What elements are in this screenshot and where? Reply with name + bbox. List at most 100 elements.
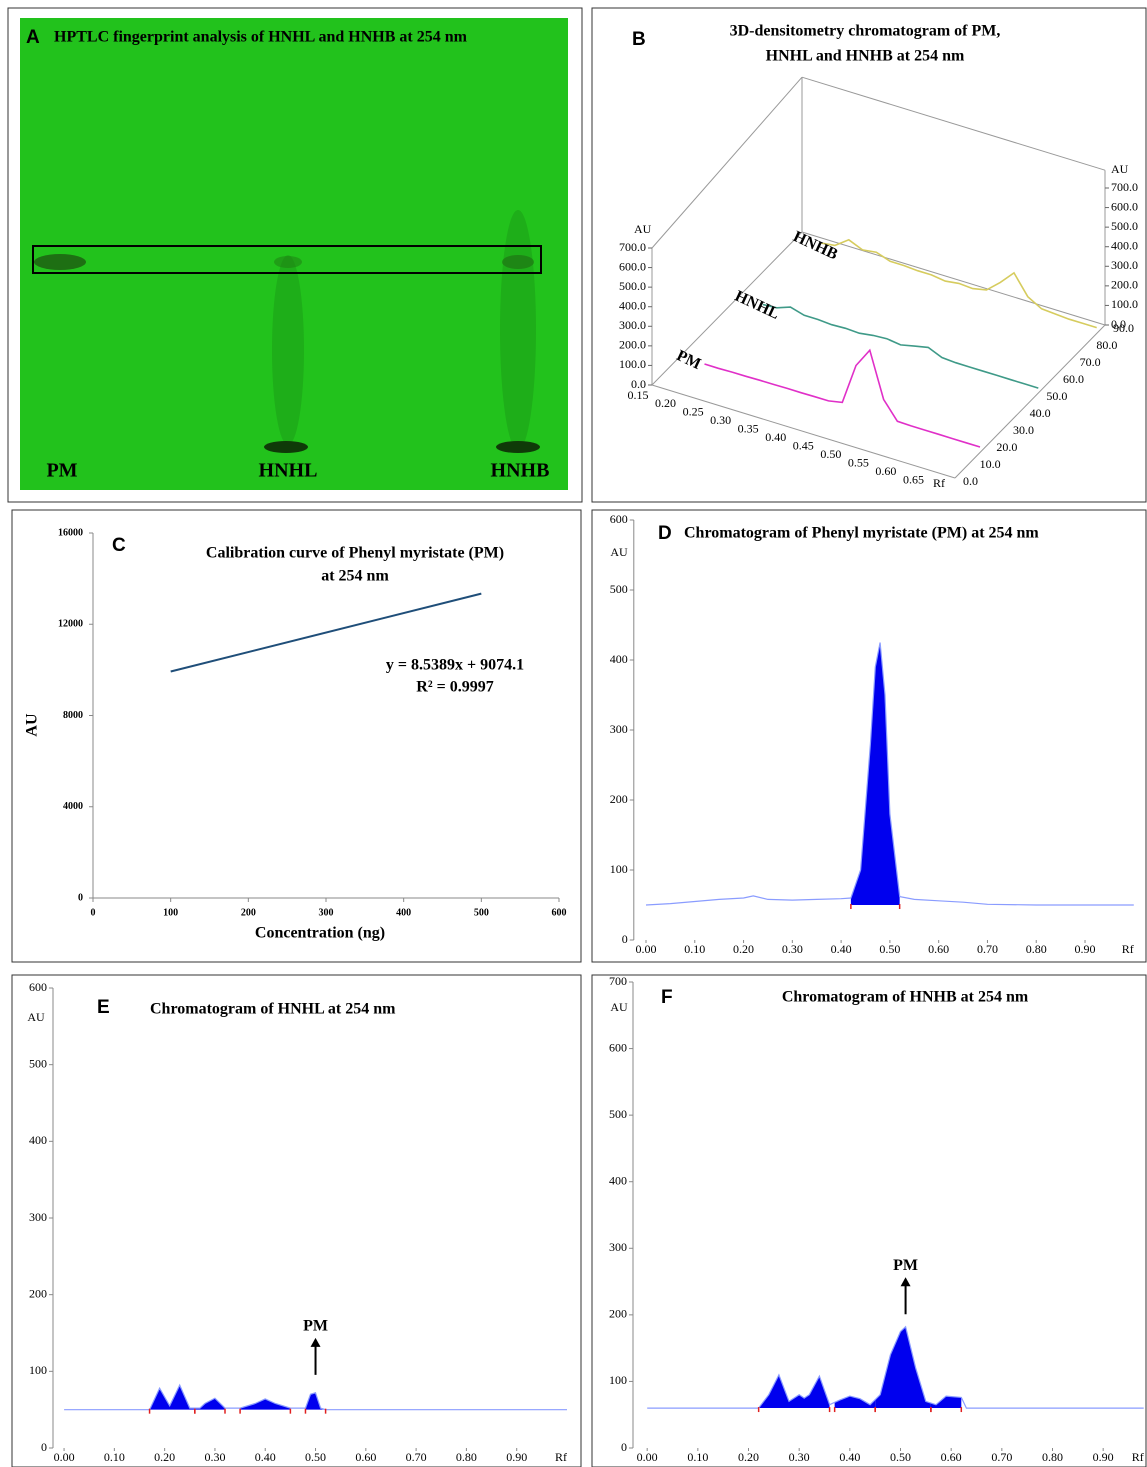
annotation: y = 8.5389x + 9074.1 [386, 657, 524, 674]
x-tick-label: 0.50 [879, 942, 900, 956]
panel-letter: D [658, 523, 672, 544]
annotation: PM [303, 1318, 328, 1335]
x-tick-label: 0.40 [255, 1450, 276, 1464]
annotation: PM [893, 1257, 918, 1274]
z-tick-label: 30.0 [1013, 423, 1034, 437]
chart-title: Calibration curve of Phenyl myristate (P… [206, 545, 504, 562]
x-axis-label: Rf [1122, 942, 1134, 956]
y-tick-label: 0 [621, 1440, 627, 1454]
plate-title: HPTLC fingerprint analysis of HNHL and H… [54, 29, 468, 46]
x-tick-label: 0.40 [831, 942, 852, 956]
z-tick-label: 80.0 [1096, 338, 1117, 352]
y-tick-label: 200 [29, 1286, 47, 1300]
x-tick-label: 0.00 [54, 1450, 75, 1464]
series-line [763, 305, 1038, 389]
x-tick-label: 0.50 [305, 1450, 326, 1464]
x-tick-label: 0.10 [684, 942, 705, 956]
y-axis-label: AU [1111, 162, 1129, 176]
series-line [821, 240, 1096, 328]
y-tick-label: 400 [610, 652, 628, 666]
y-tick-label: 8000 [63, 710, 83, 721]
chart-title: at 254 nm [321, 568, 389, 585]
axis-line [802, 232, 1105, 325]
x-tick-label: 0.80 [1042, 1450, 1063, 1464]
spot [502, 255, 534, 269]
y-tick-label: 300 [609, 1240, 627, 1254]
x-tick-label: 200 [241, 907, 256, 918]
y-tick-label: 500 [29, 1056, 47, 1070]
panel-letter: F [661, 987, 673, 1008]
y-axis-label: AU [610, 1000, 628, 1014]
peak-area [875, 1327, 931, 1408]
x-tick-label: 0.00 [635, 942, 656, 956]
x-tick-label: 0.30 [204, 1450, 225, 1464]
arrow-head [311, 1338, 321, 1347]
peak-area [240, 1399, 290, 1410]
panel-a: A HPTLC fingerprint analysis of HNHL and… [8, 8, 582, 502]
x-tick-label: 600 [552, 907, 567, 918]
panel-letter: C [112, 535, 126, 556]
x-tick-label: 0 [91, 907, 96, 918]
y-tick-label: 600 [29, 980, 47, 994]
figure: A HPTLC fingerprint analysis of HNHL and… [0, 0, 1147, 1467]
y-tick-label: 700.0 [619, 240, 646, 254]
x-tick-label: 0.50 [890, 1450, 911, 1464]
y-tick-label: 700.0 [1111, 180, 1138, 194]
x-tick-label: 0.30 [789, 1450, 810, 1464]
x-tick-label: 0.60 [355, 1450, 376, 1464]
chart-title: Chromatogram of HNHL at 254 nm [150, 1001, 396, 1018]
y-tick-label: 400.0 [1111, 238, 1138, 252]
y-tick-label: 600.0 [1111, 199, 1138, 213]
chart-title: Chromatogram of Phenyl myristate (PM) at… [684, 525, 1039, 542]
axis-line [802, 77, 1105, 170]
lane-smear [272, 255, 304, 445]
y-tick-label: 200 [610, 792, 628, 806]
y-tick-label: 500 [609, 1107, 627, 1121]
spot [274, 256, 302, 268]
x-tick-label: 0.50 [820, 447, 841, 461]
x-tick-label: 0.20 [154, 1450, 175, 1464]
lane-label: HNHL [259, 460, 318, 482]
y-tick-label: 0 [78, 892, 83, 903]
chart-title: 3D-densitometry chromatogram of PM, [730, 23, 1001, 40]
spot [34, 254, 86, 270]
x-tick-label: 0.80 [1026, 942, 1047, 956]
panel-letter: A [26, 27, 40, 48]
x-tick-label: 0.15 [628, 388, 649, 402]
y-tick-label: 16000 [58, 527, 83, 538]
peak-area [759, 1375, 830, 1408]
panel-letter: B [632, 29, 646, 50]
x-tick-label: 0.30 [710, 413, 731, 427]
x-tick-label: 0.55 [848, 455, 869, 469]
z-tick-label: 40.0 [1030, 406, 1051, 420]
x-tick-label: 0.45 [793, 438, 814, 452]
y-tick-label: 400 [29, 1133, 47, 1147]
y-tick-label: 0 [622, 932, 628, 946]
x-tick-label: 0.90 [1093, 1450, 1114, 1464]
spot [496, 441, 540, 453]
lane-label: PM [46, 460, 77, 482]
y-tick-label: 400.0 [619, 298, 646, 312]
z-tick-label: 20.0 [996, 440, 1017, 454]
panel-frame [592, 8, 1146, 502]
y-tick-label: 500 [610, 582, 628, 596]
y-tick-label: 300.0 [1111, 258, 1138, 272]
arrow-head [901, 1277, 911, 1286]
z-tick-label: 90.0 [1113, 321, 1134, 335]
panel-frame [592, 975, 1146, 1467]
x-tick-label: 300 [319, 907, 334, 918]
chart-title: Chromatogram of HNHB at 254 nm [782, 989, 1029, 1006]
x-tick-label: 0.40 [765, 430, 786, 444]
panel-frame [12, 510, 581, 962]
y-axis-label: AU [610, 545, 628, 559]
series-label: HNHL [732, 288, 782, 323]
series-label: HNHB [790, 228, 840, 263]
y-tick-label: 600 [609, 1040, 627, 1054]
series-label: PM [674, 347, 704, 373]
x-tick-label: 0.10 [104, 1450, 125, 1464]
y-tick-label: 100 [610, 862, 628, 876]
x-tick-label: 0.60 [875, 464, 896, 478]
peak-area [851, 643, 900, 906]
x-tick-label: 0.20 [655, 396, 676, 410]
y-tick-label: 200.0 [619, 338, 646, 352]
